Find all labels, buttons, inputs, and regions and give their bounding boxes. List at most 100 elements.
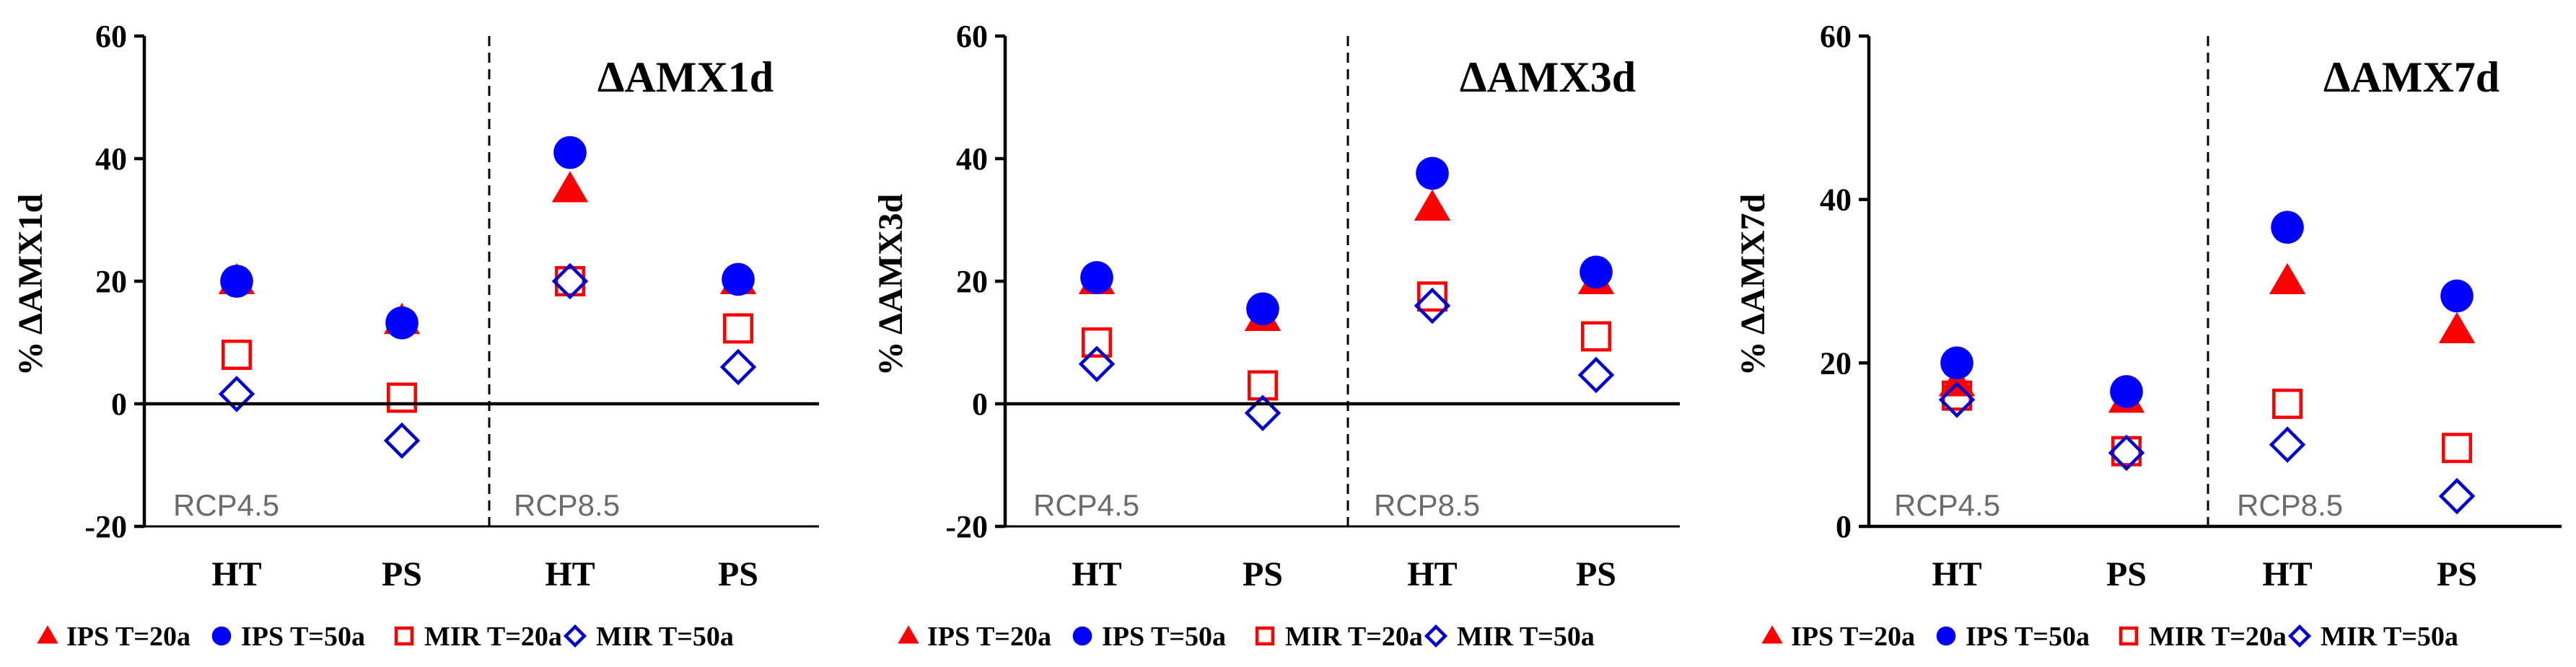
legend-marker-open-square xyxy=(2119,626,2139,646)
legend-label: MIR T=50a xyxy=(596,622,734,652)
legend-marker-open-diamond xyxy=(1424,624,1448,648)
data-point-open-square xyxy=(1082,327,1112,358)
y-tick-label: -20 xyxy=(945,509,988,544)
data-point-open-square xyxy=(2272,389,2303,419)
legend-label: MIR T=20a xyxy=(1285,622,1423,652)
legend-marker-open-diamond xyxy=(563,624,587,648)
y-tick-label: 20 xyxy=(95,264,127,299)
legend-marker-triangle xyxy=(37,625,58,644)
legend: IPS T=20a IPS T=50a MIR T=20a MIR T=50a xyxy=(898,622,1595,652)
legend-label: MIR T=50a xyxy=(1457,622,1595,652)
x-category-label: PS xyxy=(2437,555,2477,593)
legend-marker-open-square xyxy=(394,626,414,646)
data-point-circle xyxy=(2110,375,2143,408)
x-category-label: PS xyxy=(382,555,422,593)
data-point-triangle xyxy=(2438,312,2476,343)
chart-title: ΔAMX7d xyxy=(2323,53,2500,101)
data-point-open-square xyxy=(222,340,252,370)
data-point-open-square xyxy=(723,313,753,344)
legend-marker-triangle xyxy=(898,625,919,644)
data-point-triangle xyxy=(2269,262,2306,294)
legend: IPS T=20a IPS T=50a MIR T=20a MIR T=50a xyxy=(1761,622,2458,652)
data-point-open-diamond xyxy=(218,376,255,412)
y-axis-label: % ΔAMX1d xyxy=(12,193,50,376)
legend: IPS T=20a IPS T=50a MIR T=20a MIR T=50a xyxy=(37,622,734,652)
legend-marker-circle xyxy=(211,626,232,646)
data-point-circle xyxy=(553,136,587,169)
legend-label: IPS T=50a xyxy=(1966,622,2090,652)
x-category-label: PS xyxy=(2106,555,2147,593)
y-tick-label: 20 xyxy=(1820,345,1852,381)
data-point-circle xyxy=(722,262,755,296)
y-tick-label: 40 xyxy=(1820,182,1852,218)
chart-title: ΔAMX1d xyxy=(597,53,774,101)
x-category-label: HT xyxy=(2262,555,2312,593)
chart-title: ΔAMX3d xyxy=(1460,53,1636,101)
legend-marker-open-diamond xyxy=(2287,624,2312,648)
data-point-circle xyxy=(1416,156,1449,190)
data-point-circle xyxy=(385,306,419,340)
chart-panel-amx1d: ΔAMX1d % ΔAMX1d -20 0 20 40 60 HT PS HT PS RCP4… xyxy=(12,19,819,593)
legend-marker-triangle xyxy=(1761,625,1783,644)
legend-label: MIR T=20a xyxy=(2149,622,2287,652)
y-tick-label: -20 xyxy=(84,509,127,544)
x-category-label: HT xyxy=(545,555,595,593)
data-point-open-diamond xyxy=(2269,426,2306,463)
legend-label: IPS T=50a xyxy=(1102,622,1226,652)
y-tick-label: 60 xyxy=(1820,19,1852,54)
y-tick-label: 0 xyxy=(972,386,988,422)
legend-marker-open-square xyxy=(1255,626,1275,646)
y-axis-label: % ΔAMX7d xyxy=(1734,193,1772,376)
data-point-circle xyxy=(1246,292,1279,326)
y-tick-label: 40 xyxy=(956,141,988,177)
y-tick-label: 60 xyxy=(956,19,988,54)
legend-label: IPS T=20a xyxy=(1791,622,1915,652)
data-point-open-diamond xyxy=(1938,381,1976,418)
legend-label: IPS T=20a xyxy=(927,622,1051,652)
data-point-circle xyxy=(1940,346,1973,380)
data-point-open-diamond xyxy=(1577,356,1615,394)
data-point-open-diamond xyxy=(719,348,757,386)
x-category-label: HT xyxy=(1072,555,1121,593)
x-category-label: PS xyxy=(1576,555,1616,593)
scenario-label-rcp85: RCP8.5 xyxy=(514,488,620,522)
legend-marker-circle xyxy=(1936,626,1956,646)
data-point-open-diamond xyxy=(383,422,421,459)
data-point-circle xyxy=(2271,211,2304,244)
y-tick-label: 60 xyxy=(95,19,127,54)
data-point-open-square xyxy=(2442,433,2472,464)
chart-panel-amx3d: ΔAMX3d % ΔAMX3d -20 0 20 40 60 HT PS HT PS RCP4… xyxy=(872,19,1680,593)
legend-label: MIR T=50a xyxy=(2321,622,2458,652)
y-tick-label: 0 xyxy=(111,386,127,422)
data-point-open-square xyxy=(1417,281,1447,312)
data-point-circle xyxy=(1580,255,1613,289)
x-category-label: HT xyxy=(1407,555,1457,593)
y-axis-label: % ΔAMX3d xyxy=(872,193,910,376)
x-category-label: HT xyxy=(1932,555,1981,593)
data-point-open-diamond xyxy=(1244,394,1282,432)
data-point-open-square xyxy=(555,266,585,296)
data-point-open-diamond xyxy=(2108,434,2145,472)
data-point-open-diamond xyxy=(551,262,589,300)
scenario-label-rcp45: RCP4.5 xyxy=(1894,488,2000,522)
scenario-label-rcp85: RCP8.5 xyxy=(2237,488,2343,522)
legend-label: IPS T=20a xyxy=(66,622,190,652)
data-point-triangle xyxy=(1414,189,1451,221)
data-point-open-diamond xyxy=(2438,477,2476,515)
y-tick-label: 0 xyxy=(1836,509,1852,544)
data-point-circle xyxy=(220,265,253,298)
scenario-label-rcp85: RCP8.5 xyxy=(1374,488,1480,522)
x-category-label: HT xyxy=(211,555,261,593)
x-category-label: PS xyxy=(1243,555,1283,593)
y-tick-label: 40 xyxy=(95,141,127,177)
scenario-label-rcp45: RCP4.5 xyxy=(173,488,279,522)
x-category-label: PS xyxy=(718,555,758,593)
y-tick-label: 20 xyxy=(956,264,988,299)
legend-label: IPS T=50a xyxy=(241,622,365,652)
data-point-triangle xyxy=(551,171,589,203)
scenario-label-rcp45: RCP4.5 xyxy=(1033,488,1139,522)
data-point-open-diamond xyxy=(1078,345,1116,383)
data-point-open-square xyxy=(1581,321,1611,352)
legend-label: MIR T=20a xyxy=(424,622,562,652)
